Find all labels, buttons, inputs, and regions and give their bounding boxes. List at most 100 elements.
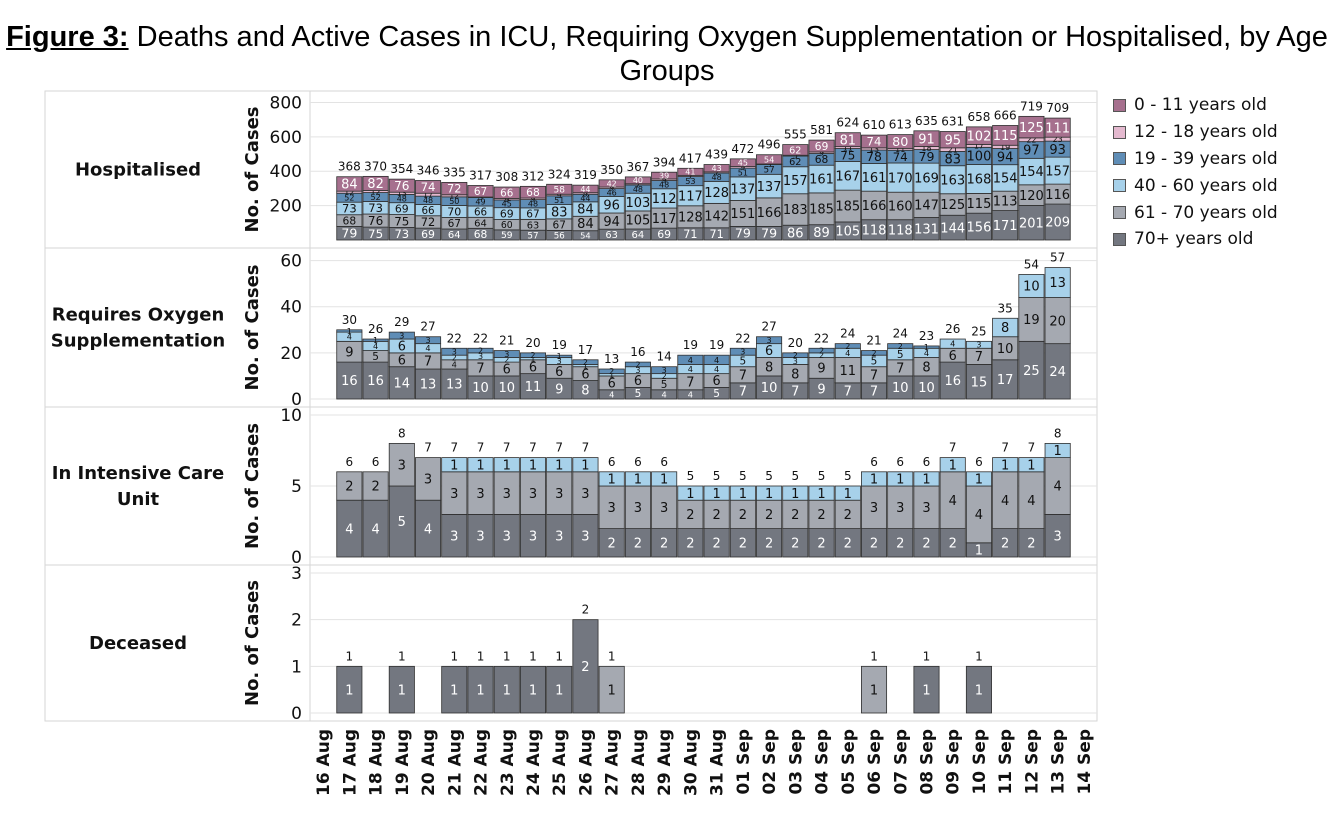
segment-label: 52	[344, 194, 354, 203]
segment-label: 3	[922, 501, 930, 516]
segment-label: 1	[686, 487, 694, 502]
segment-label: 1	[924, 343, 929, 352]
segment-label: 1	[529, 458, 537, 473]
segment-label: 16	[944, 374, 961, 389]
segment-label: 2	[844, 536, 852, 551]
segment-label: 2	[712, 508, 720, 523]
bar-total-label: 319	[574, 168, 597, 182]
segment-label: 43	[712, 164, 722, 173]
bar-total-label: 7	[529, 441, 537, 455]
segment-label: 5	[897, 349, 904, 361]
legend-item: 0 - 11 years old	[1113, 92, 1278, 119]
segment-label: 3	[581, 529, 589, 544]
bar-segment	[729, 158, 756, 167]
segment-label: 45	[738, 159, 748, 168]
segment-label: 105	[626, 214, 651, 229]
segment-label: 72	[447, 182, 461, 196]
segment-label: 64	[474, 218, 487, 229]
segment-label: 142	[704, 209, 729, 224]
bar-total-label: 5	[844, 469, 852, 483]
segment-label: 7	[714, 168, 719, 177]
bar-total-label: 346	[417, 164, 440, 178]
bar-segment	[729, 200, 756, 227]
segment-label: 4	[975, 508, 983, 523]
segment-label: 3	[555, 529, 563, 544]
bar-total-label: 417	[679, 151, 702, 165]
segment-label: 12	[344, 188, 354, 197]
bar-segment	[651, 485, 678, 529]
segment-label: 125	[1019, 121, 1044, 136]
bar-segment	[651, 471, 678, 487]
bar-segment	[493, 457, 520, 473]
bar-total-label: 23	[919, 329, 934, 343]
bar-segment	[598, 179, 625, 188]
x-tick-label: 10 Sep	[970, 729, 990, 795]
segment-label: 3	[555, 487, 563, 502]
segment-label: 7	[635, 180, 640, 189]
bar-total-label: 1	[503, 649, 511, 663]
bar-segment	[703, 499, 730, 530]
segment-label: 79	[761, 226, 777, 241]
bar-segment	[1044, 267, 1071, 298]
legend-item: 61 - 70 years old	[1113, 199, 1278, 226]
segment-label: 16	[341, 374, 358, 389]
segment-label: 1	[660, 473, 668, 488]
bar-segment	[1044, 442, 1071, 458]
bar-total-label: 1	[529, 649, 537, 663]
segment-label: 8	[1001, 321, 1009, 336]
segment-label: 69	[657, 228, 671, 241]
bar-segment	[362, 471, 389, 501]
bar-segment	[677, 167, 704, 176]
bar-segment	[1018, 340, 1045, 400]
y-tick-label: 3	[291, 564, 302, 584]
bar-segment	[782, 352, 809, 358]
segment-label: 41	[685, 168, 695, 177]
bar-segment	[808, 485, 835, 501]
segment-label: 1	[476, 458, 484, 473]
bar-total-label: 7	[477, 441, 485, 455]
x-tick-label: 30 Aug	[681, 729, 701, 796]
segment-label: 1	[975, 544, 983, 559]
segment-label: 94	[997, 150, 1014, 165]
bar-total-label: 613	[889, 118, 912, 132]
segment-label: 2	[686, 536, 694, 551]
bar-segment	[493, 186, 520, 199]
bar-segment	[729, 499, 756, 530]
bar-segment	[861, 190, 888, 221]
segment-label: 19	[1000, 143, 1010, 152]
segment-label: 40	[633, 176, 643, 185]
segment-label: 161	[862, 171, 887, 186]
x-tick-label: 02 Sep	[760, 729, 780, 795]
segment-label: 128	[704, 186, 729, 201]
y-tick-label: 0	[291, 548, 302, 568]
bar-segment	[1044, 343, 1071, 400]
bar-segment	[572, 619, 599, 714]
bar-total-label: 394	[653, 155, 676, 169]
bar-segment	[441, 471, 468, 515]
segment-label: 209	[1045, 216, 1070, 231]
bar-segment	[703, 485, 730, 501]
legend-swatch	[1113, 206, 1126, 220]
segment-label: 1	[1027, 458, 1035, 473]
bar-total-label: 24	[840, 327, 855, 341]
segment-label: 137	[757, 180, 782, 195]
segment-label: 112	[652, 192, 677, 207]
segment-label: 3	[478, 352, 483, 361]
bar-total-label: 5	[765, 469, 773, 483]
segment-label: 4	[424, 522, 432, 537]
y-tick-label: 20	[280, 344, 302, 364]
row-label: Deceased	[89, 633, 187, 654]
y-axis-label: No. of Cases	[242, 265, 263, 391]
bar-total-label: 24	[893, 327, 908, 341]
segment-label: 171	[993, 219, 1018, 234]
segment-label: 13	[420, 378, 437, 393]
bar-total-label: 6	[372, 455, 380, 469]
bar-segment	[887, 343, 914, 349]
segment-label: 4	[688, 355, 693, 365]
legend-label: 0 - 11 years old	[1134, 95, 1267, 116]
bar-segment	[782, 485, 809, 501]
segment-label: 2	[609, 367, 614, 376]
bar-total-label: 26	[368, 322, 383, 336]
y-tick-label: 2	[291, 611, 302, 631]
bar-total-label: 5	[687, 469, 695, 483]
